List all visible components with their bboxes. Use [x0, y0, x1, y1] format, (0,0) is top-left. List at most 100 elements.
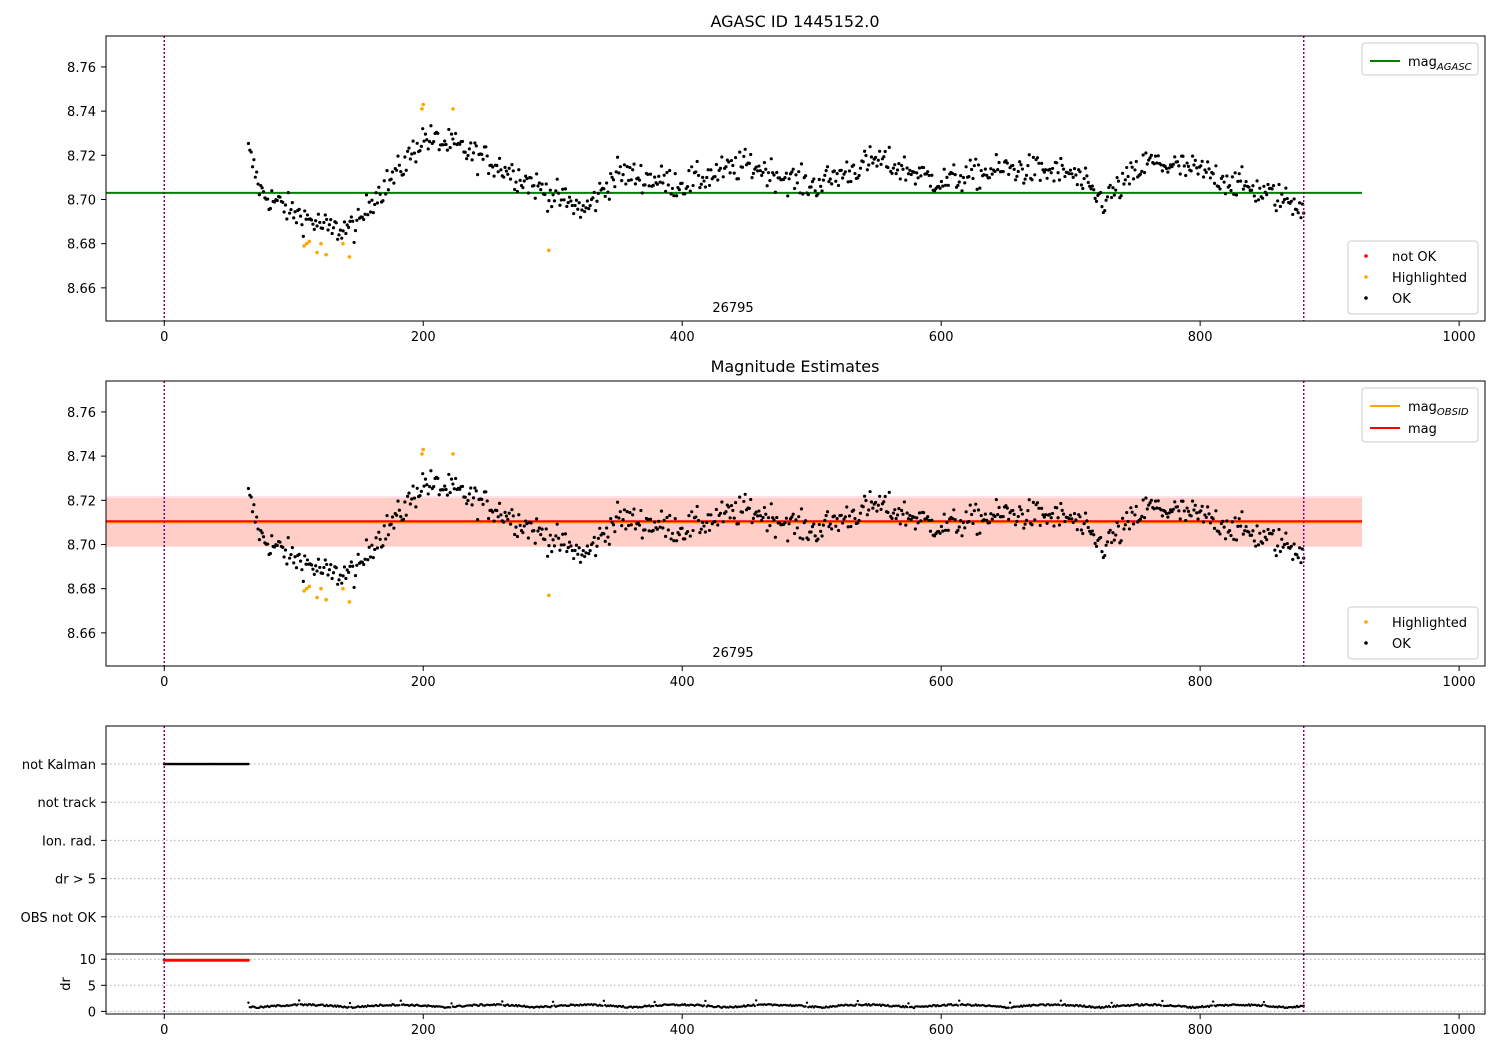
panel-dr: 0 200 400 600 800 1000 0 5 10 dr: [59, 953, 1486, 1038]
data-point-ok: [421, 127, 425, 131]
data-point-ok: [1104, 543, 1108, 547]
data-point-ok: [1243, 184, 1247, 188]
data-point-ok: [824, 169, 828, 173]
data-point-ok: [598, 526, 602, 530]
data-point-ok: [1027, 498, 1031, 502]
data-point-ok: [282, 555, 286, 559]
data-point-ok: [832, 514, 836, 518]
data-point-ok: [399, 515, 403, 519]
data-point-ok: [367, 545, 371, 549]
data-point-ok: [449, 477, 454, 481]
data-point-ok: [447, 127, 451, 132]
data-point-ok: [511, 514, 515, 518]
data-point-ok: [982, 518, 986, 522]
dr-point-ok: [1210, 1004, 1213, 1007]
data-point-ok: [260, 186, 264, 190]
data-point-ok: [286, 535, 290, 540]
x-tick-label: 800: [1188, 1023, 1213, 1038]
data-point-ok: [867, 163, 871, 167]
data-point-ok: [1049, 516, 1053, 520]
data-point-ok: [1240, 510, 1244, 514]
data-point-ok: [858, 166, 863, 170]
data-point-ok: [364, 193, 369, 197]
data-point-ok: [444, 487, 448, 492]
data-point-ok: [250, 510, 255, 514]
data-point-ok: [421, 472, 425, 476]
data-point-ok: [293, 210, 297, 214]
data-point-ok: [1234, 193, 1239, 197]
dr-point-ok: [805, 1001, 809, 1004]
data-point-ok: [762, 160, 767, 165]
data-point-ok: [460, 139, 465, 144]
data-point-ok: [1192, 163, 1196, 167]
data-point-ok: [1186, 509, 1191, 514]
data-point-ok: [352, 585, 356, 590]
data-point-ok: [974, 157, 978, 161]
data-point-ok: [1119, 539, 1123, 543]
data-point-ok: [545, 554, 550, 558]
x-tick-label: 600: [929, 675, 954, 690]
data-point-ok: [281, 545, 285, 549]
data-point-ok: [632, 507, 636, 511]
panel-magnitude: Magnitude Estimates 0 200 400 600 800 1000 8.…: [67, 357, 1486, 690]
data-point-ok: [637, 523, 642, 527]
data-point-ok: [1012, 167, 1016, 171]
data-point-ok: [631, 168, 635, 172]
data-point-ok: [381, 199, 385, 203]
data-point-ok: [404, 513, 408, 517]
dr-point-ok: [1161, 999, 1164, 1003]
x-tick-label: 1000: [1443, 330, 1476, 345]
data-point-ok: [1280, 537, 1284, 541]
data-point-ok: [502, 175, 506, 179]
data-point-ok: [806, 537, 810, 542]
flag-category-label: not track: [37, 796, 96, 811]
data-point-ok: [1192, 508, 1196, 512]
data-point-ok: [657, 519, 661, 523]
data-point-ok: [410, 152, 414, 156]
data-point-ok: [268, 551, 272, 556]
y-tick-label: 8.66: [67, 627, 96, 642]
data-point-ok: [1233, 516, 1237, 520]
data-point-ok: [1142, 516, 1147, 520]
data-point-ok: [685, 529, 690, 534]
y-tick-label: 0: [88, 1005, 96, 1020]
data-point-ok: [327, 568, 331, 572]
dr-point-ok: [1008, 1001, 1012, 1004]
data-point-ok: [432, 140, 436, 144]
data-point-ok: [366, 213, 370, 217]
data-point-ok: [323, 213, 327, 217]
data-point-ok: [699, 527, 703, 531]
data-point-ok: [458, 487, 462, 491]
legend-point-label: Highlighted: [1392, 616, 1467, 631]
data-point-ok: [1149, 498, 1153, 502]
data-point-ok: [672, 194, 676, 198]
data-point-ok: [1233, 171, 1237, 175]
data-point-ok: [1005, 161, 1009, 165]
data-point-ok: [1063, 519, 1067, 524]
data-point-ok: [556, 536, 561, 540]
data-point-ok: [1200, 159, 1204, 163]
data-point-ok: [942, 167, 946, 171]
data-point-ok: [298, 559, 303, 563]
data-point-ok: [261, 190, 266, 194]
data-point-ok: [1127, 527, 1132, 531]
data-point-ok: [1211, 517, 1215, 521]
data-point-ok: [1173, 500, 1177, 504]
data-point-ok: [1291, 212, 1295, 217]
data-point-ok: [784, 516, 788, 520]
data-point-ok: [894, 516, 898, 521]
data-point-ok: [1023, 177, 1027, 181]
data-point-ok: [570, 203, 574, 208]
data-point-ok: [414, 505, 418, 509]
data-point-ok: [1089, 532, 1093, 536]
data-point-ok: [915, 516, 919, 520]
data-point-ok: [592, 535, 596, 539]
x-tick-label: 600: [929, 330, 954, 345]
data-point-ok: [360, 215, 364, 219]
data-point-ok: [950, 516, 955, 521]
data-point-ok: [1078, 170, 1082, 174]
x-tick-label: 400: [670, 1023, 695, 1038]
data-point-ok: [847, 169, 852, 173]
data-point-ok: [946, 528, 950, 532]
